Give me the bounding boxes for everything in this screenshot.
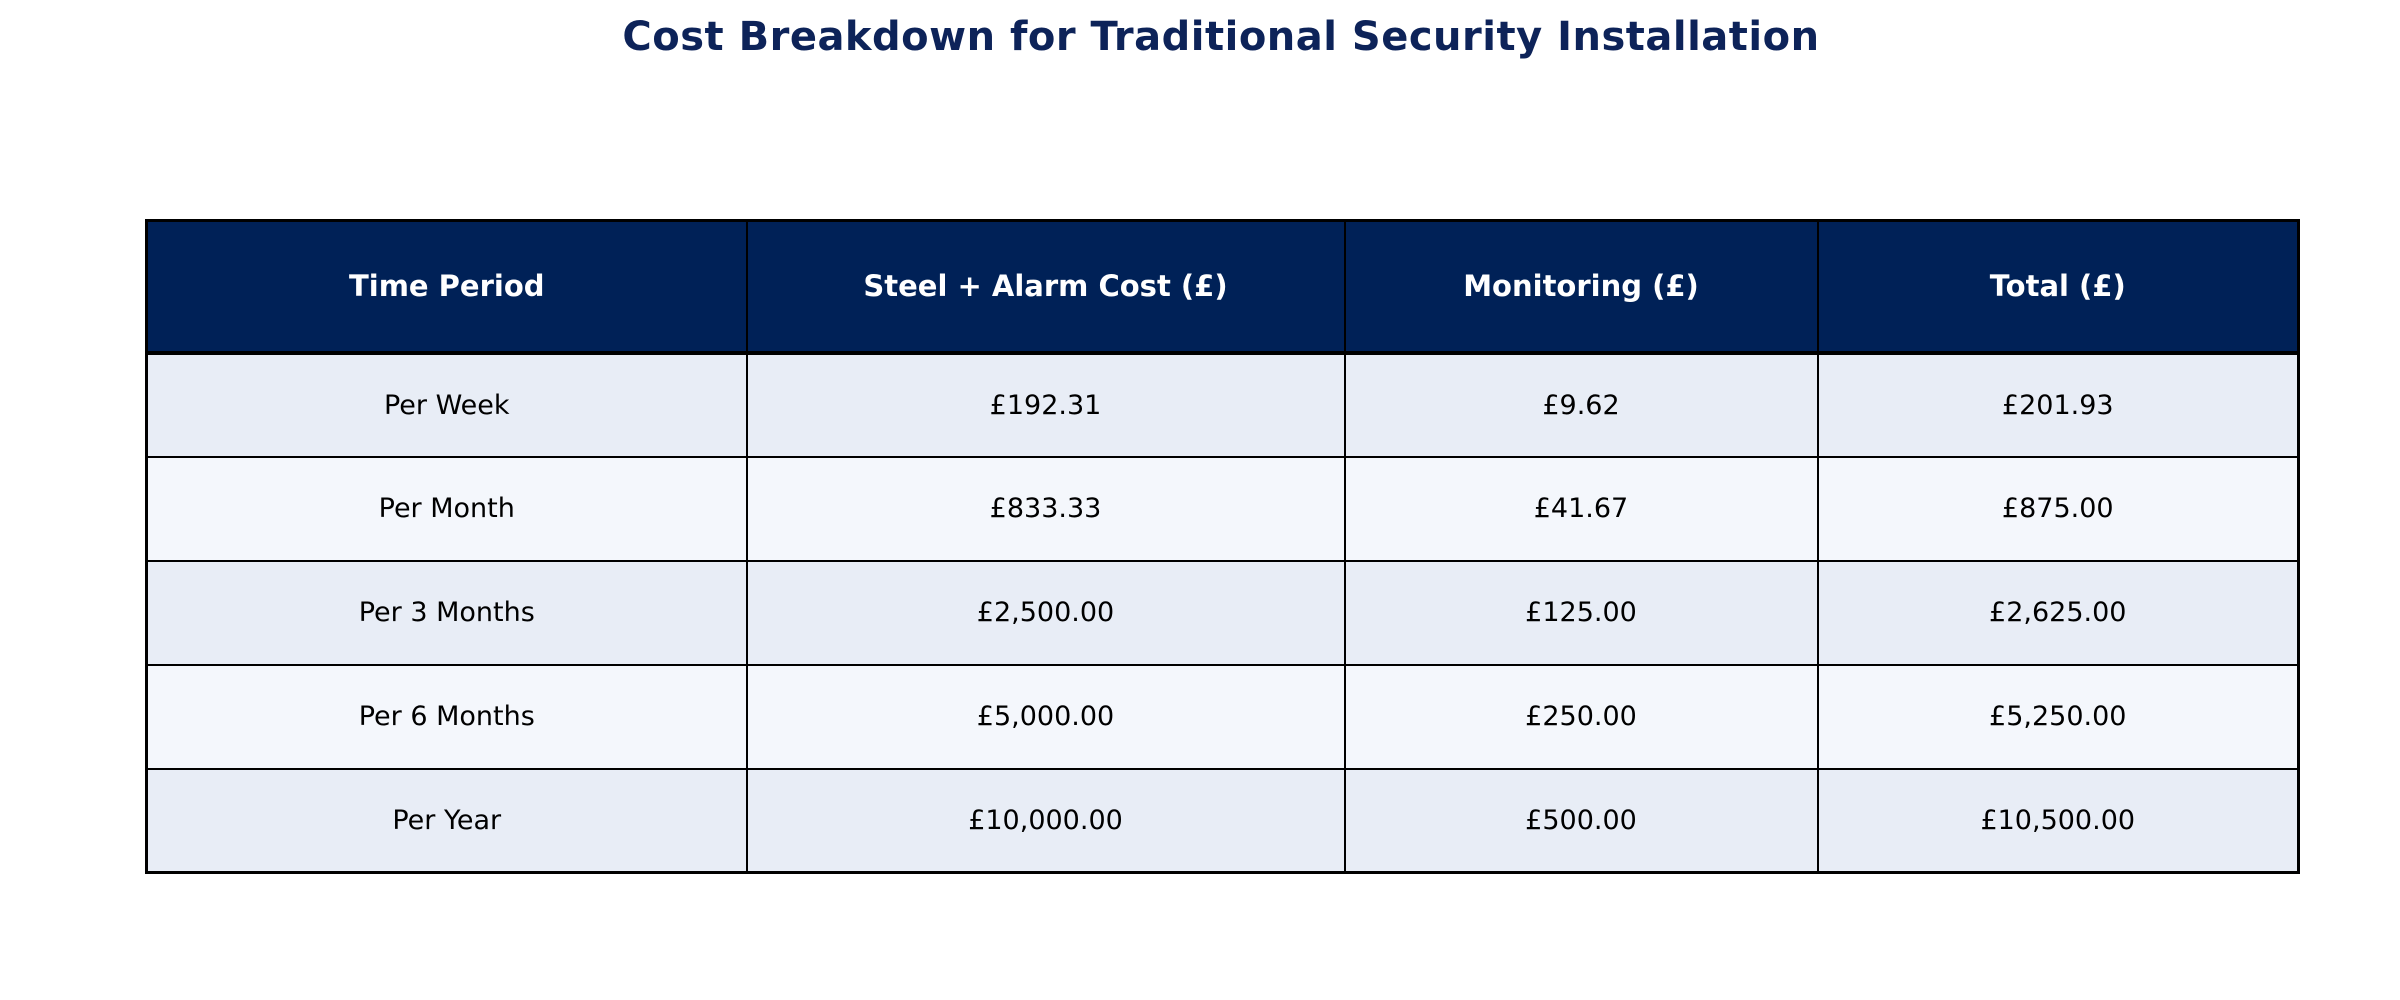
value-cell: £192.31 — [745, 351, 1346, 458]
row-label-cell: Per 6 Months — [145, 663, 748, 770]
chart-title: Cost Breakdown for Traditional Security … — [622, 14, 1820, 60]
table-header: Time Period Steel + Alarm Cost (£) Monitor… — [145, 219, 2300, 355]
header-cell: Steel + Alarm Cost (£) — [745, 219, 1346, 355]
table-row: Per 3 Months £2,500.00 £125.00 £2,625.00 — [145, 559, 2300, 666]
value-cell: £125.00 — [1343, 559, 1819, 666]
header-row: Time Period Steel + Alarm Cost (£) Monitor… — [145, 219, 2300, 355]
row-label-cell: Per Year — [145, 767, 748, 874]
header-cell: Total (£) — [1816, 219, 2300, 355]
value-cell: £5,250.00 — [1816, 663, 2300, 770]
row-label-cell: Per Month — [145, 455, 748, 562]
value-cell: £833.33 — [745, 455, 1346, 562]
value-cell: £875.00 — [1816, 455, 2300, 562]
value-cell: £2,500.00 — [745, 559, 1346, 666]
value-cell: £201.93 — [1816, 351, 2300, 458]
table-body: Per Week £192.31 £9.62 £201.93 Per Month £833… — [145, 351, 2300, 874]
header-cell: Monitoring (£) — [1343, 219, 1819, 355]
row-label-cell: Per Week — [145, 351, 748, 458]
value-cell: £41.67 — [1343, 455, 1819, 562]
value-cell: £2,625.00 — [1816, 559, 2300, 666]
value-cell: £10,000.00 — [745, 767, 1346, 874]
value-cell: £250.00 — [1343, 663, 1819, 770]
value-cell: £9.62 — [1343, 351, 1819, 458]
cost-breakdown-table: Time Period Steel + Alarm Cost (£) Monitor… — [145, 219, 2300, 874]
value-cell: £10,500.00 — [1816, 767, 2300, 874]
table-row: Per Year £10,000.00 £500.00 £10,500.00 — [145, 767, 2300, 874]
header-cell: Time Period — [145, 219, 748, 355]
table-row: Per Week £192.31 £9.62 £201.93 — [145, 351, 2300, 458]
table-row: Per Month £833.33 £41.67 £875.00 — [145, 455, 2300, 562]
value-cell: £500.00 — [1343, 767, 1819, 874]
value-cell: £5,000.00 — [745, 663, 1346, 770]
row-label-cell: Per 3 Months — [145, 559, 748, 666]
table-row: Per 6 Months £5,000.00 £250.00 £5,250.00 — [145, 663, 2300, 770]
